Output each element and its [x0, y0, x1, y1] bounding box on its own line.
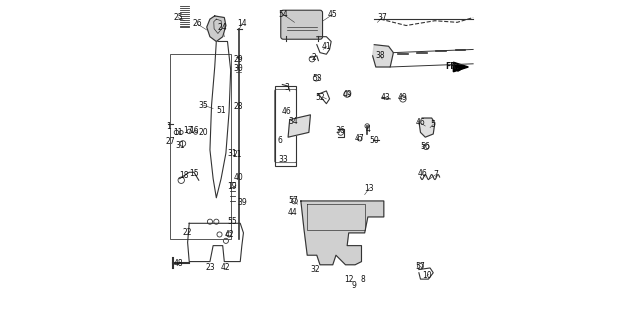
- Text: 11: 11: [173, 128, 183, 137]
- Text: 45: 45: [328, 10, 338, 19]
- Text: 12: 12: [344, 275, 353, 284]
- Text: 33: 33: [278, 155, 288, 164]
- Text: 40: 40: [234, 173, 244, 182]
- Bar: [170, 54, 230, 239]
- Text: 8: 8: [361, 275, 365, 284]
- Text: 4: 4: [365, 125, 371, 134]
- Text: 46: 46: [415, 118, 426, 127]
- Text: 43: 43: [381, 93, 390, 102]
- Text: 47: 47: [355, 134, 365, 143]
- Text: 9: 9: [351, 281, 356, 290]
- Text: 38: 38: [376, 51, 385, 60]
- Text: 56: 56: [420, 142, 430, 151]
- Text: 25: 25: [173, 13, 183, 22]
- Polygon shape: [419, 118, 435, 137]
- Text: 42: 42: [224, 230, 234, 239]
- Text: 10: 10: [422, 271, 431, 280]
- Text: 22: 22: [183, 228, 193, 237]
- Text: 17: 17: [183, 126, 193, 135]
- Text: 15: 15: [189, 169, 199, 178]
- Text: 6: 6: [278, 136, 283, 145]
- Text: 51: 51: [216, 106, 226, 115]
- Polygon shape: [301, 201, 384, 265]
- Text: 34: 34: [288, 117, 298, 126]
- Text: 1: 1: [166, 122, 171, 130]
- Text: 53: 53: [312, 74, 322, 83]
- Text: 13: 13: [365, 184, 374, 193]
- Text: 44: 44: [288, 208, 298, 217]
- Polygon shape: [288, 115, 310, 137]
- Text: 42: 42: [221, 263, 230, 272]
- Text: 14: 14: [237, 19, 246, 28]
- Text: 31: 31: [175, 141, 185, 150]
- Text: 46: 46: [417, 169, 427, 178]
- Text: 50: 50: [369, 136, 379, 145]
- Text: 49: 49: [398, 93, 408, 102]
- Text: 31: 31: [227, 149, 237, 158]
- Text: 49: 49: [342, 90, 352, 99]
- Text: 39: 39: [237, 198, 247, 207]
- Text: 7: 7: [433, 170, 438, 179]
- Text: 23: 23: [205, 263, 215, 272]
- Text: 36: 36: [336, 126, 346, 135]
- Text: 3: 3: [284, 83, 289, 92]
- Text: 28: 28: [234, 102, 243, 111]
- Text: 48: 48: [173, 259, 183, 268]
- Polygon shape: [453, 62, 468, 72]
- Text: 55: 55: [227, 217, 237, 226]
- Text: 41: 41: [321, 42, 331, 51]
- Text: 21: 21: [232, 150, 242, 159]
- Polygon shape: [207, 16, 226, 41]
- Text: 57: 57: [415, 262, 426, 271]
- Text: FR.: FR.: [445, 63, 460, 71]
- Text: 19: 19: [227, 182, 237, 191]
- Text: 32: 32: [310, 265, 320, 274]
- Polygon shape: [372, 45, 394, 67]
- Text: 54: 54: [278, 10, 288, 19]
- Text: 18: 18: [179, 171, 188, 180]
- Text: 30: 30: [234, 64, 244, 73]
- Text: 26: 26: [193, 19, 202, 28]
- Bar: [275, 86, 296, 166]
- Text: 29: 29: [234, 55, 243, 63]
- Text: 35: 35: [198, 101, 209, 110]
- Text: 20: 20: [199, 128, 209, 137]
- Text: 27: 27: [166, 137, 175, 146]
- Text: 2: 2: [311, 53, 316, 62]
- Text: 16: 16: [189, 126, 199, 135]
- Text: 46: 46: [282, 107, 291, 116]
- FancyBboxPatch shape: [281, 10, 323, 39]
- Text: 52: 52: [315, 93, 325, 102]
- Text: 5: 5: [431, 120, 436, 129]
- Text: 57: 57: [288, 197, 298, 205]
- Text: 24: 24: [218, 23, 227, 32]
- Text: 37: 37: [378, 13, 387, 22]
